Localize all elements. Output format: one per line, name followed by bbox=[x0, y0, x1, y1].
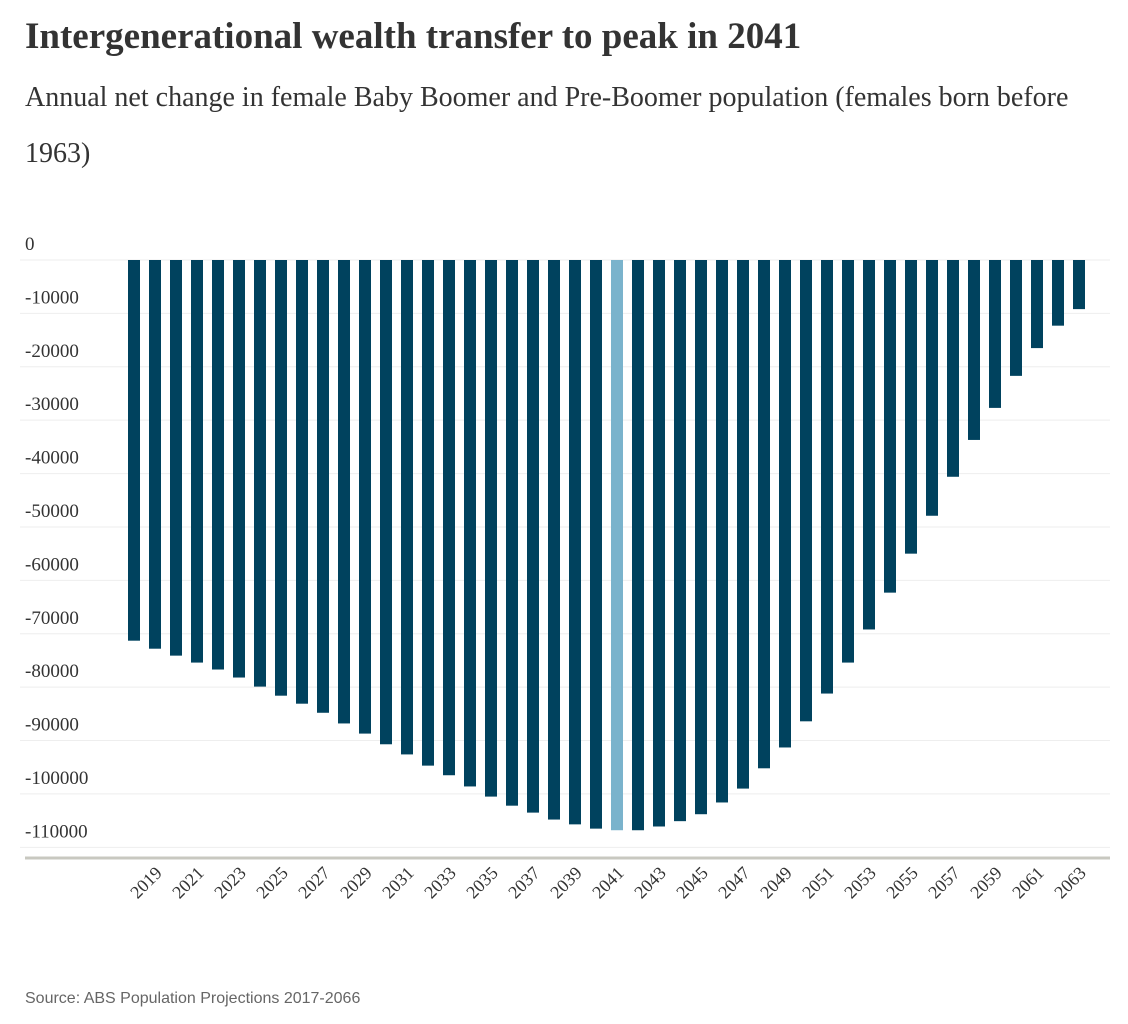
y-tick-label: -110000 bbox=[25, 821, 88, 842]
bar bbox=[611, 260, 623, 831]
bar bbox=[380, 260, 392, 745]
bar bbox=[296, 260, 308, 704]
bar bbox=[485, 260, 497, 797]
x-tick-label: 2055 bbox=[882, 863, 922, 903]
bar bbox=[800, 260, 812, 722]
x-tick-label: 2035 bbox=[462, 863, 502, 903]
bar bbox=[401, 260, 413, 755]
x-tick-label: 2019 bbox=[126, 863, 166, 903]
x-tick-label: 2037 bbox=[504, 863, 544, 903]
bar bbox=[191, 260, 203, 663]
bar bbox=[674, 260, 686, 822]
bar bbox=[359, 260, 371, 734]
bar bbox=[968, 260, 980, 440]
bar bbox=[842, 260, 854, 663]
bar bbox=[1073, 260, 1085, 310]
x-tick-label: 2023 bbox=[210, 863, 250, 903]
bar bbox=[695, 260, 707, 815]
bar bbox=[338, 260, 350, 724]
y-tick-label: -20000 bbox=[25, 341, 79, 362]
bar bbox=[170, 260, 182, 656]
bar bbox=[506, 260, 518, 806]
x-tick-label: 2029 bbox=[336, 863, 376, 903]
x-tick-label: 2043 bbox=[630, 863, 670, 903]
y-tick-label: -10000 bbox=[25, 287, 79, 308]
bar bbox=[233, 260, 245, 678]
source: Source: ABS Population Projections 2017-… bbox=[25, 990, 360, 1007]
bar bbox=[884, 260, 896, 593]
bar bbox=[275, 260, 287, 696]
bar bbox=[947, 260, 959, 477]
bar bbox=[758, 260, 770, 769]
y-tick-label: -100000 bbox=[25, 768, 88, 789]
bar bbox=[1052, 260, 1064, 326]
bar bbox=[149, 260, 161, 649]
y-tick-label: -90000 bbox=[25, 715, 79, 736]
x-tick-label: 2021 bbox=[168, 863, 208, 903]
x-tick-label: 2049 bbox=[756, 863, 796, 903]
y-tick-label: 0 bbox=[25, 234, 35, 255]
x-tick-label: 2025 bbox=[252, 863, 292, 903]
bar bbox=[863, 260, 875, 630]
bar bbox=[779, 260, 791, 748]
y-tick-label: -50000 bbox=[25, 501, 79, 522]
bar bbox=[212, 260, 224, 670]
bar bbox=[905, 260, 917, 554]
bar bbox=[443, 260, 455, 776]
y-tick-label: -60000 bbox=[25, 554, 79, 575]
subtitle-box: Annual net change in female Baby Boomer … bbox=[25, 82, 1069, 169]
y-tick-label: -80000 bbox=[25, 661, 79, 682]
bar bbox=[716, 260, 728, 803]
bar bbox=[254, 260, 266, 687]
x-tick-label: 2027 bbox=[294, 863, 334, 903]
x-tick-label: 2045 bbox=[672, 863, 712, 903]
x-tick-label: 2063 bbox=[1050, 863, 1090, 903]
bar bbox=[527, 260, 539, 813]
x-tick-label: 2061 bbox=[1008, 863, 1048, 903]
bar bbox=[1031, 260, 1043, 349]
y-tick-label: -30000 bbox=[25, 394, 79, 415]
x-tick-label: 2059 bbox=[966, 863, 1006, 903]
x-tick-label: 2057 bbox=[924, 863, 964, 903]
x-tick-label: 2047 bbox=[714, 863, 754, 903]
chart-title: Intergenerational wealth transfer to pea… bbox=[25, 16, 801, 57]
bar bbox=[128, 260, 140, 641]
bar bbox=[590, 260, 602, 829]
y-tick-label: -40000 bbox=[25, 448, 79, 469]
bar bbox=[989, 260, 1001, 408]
x-tick-label: 2051 bbox=[798, 863, 838, 903]
x-tick-label: 2031 bbox=[378, 863, 418, 903]
bar bbox=[632, 260, 644, 831]
x-tick-label: 2053 bbox=[840, 863, 880, 903]
bar bbox=[1010, 260, 1022, 376]
bar bbox=[317, 260, 329, 713]
x-tick-label: 2041 bbox=[588, 863, 628, 903]
bar bbox=[422, 260, 434, 766]
bar bbox=[548, 260, 560, 820]
bar bbox=[821, 260, 833, 694]
bar bbox=[464, 260, 476, 787]
x-tick-label: 2033 bbox=[420, 863, 460, 903]
bar bbox=[926, 260, 938, 516]
chart-subtitle: Annual net change in female Baby Boomer … bbox=[25, 82, 1069, 169]
bar bbox=[653, 260, 665, 827]
bar bbox=[737, 260, 749, 789]
bar bbox=[569, 260, 581, 825]
x-tick-label: 2039 bbox=[546, 863, 586, 903]
y-tick-label: -70000 bbox=[25, 608, 79, 629]
